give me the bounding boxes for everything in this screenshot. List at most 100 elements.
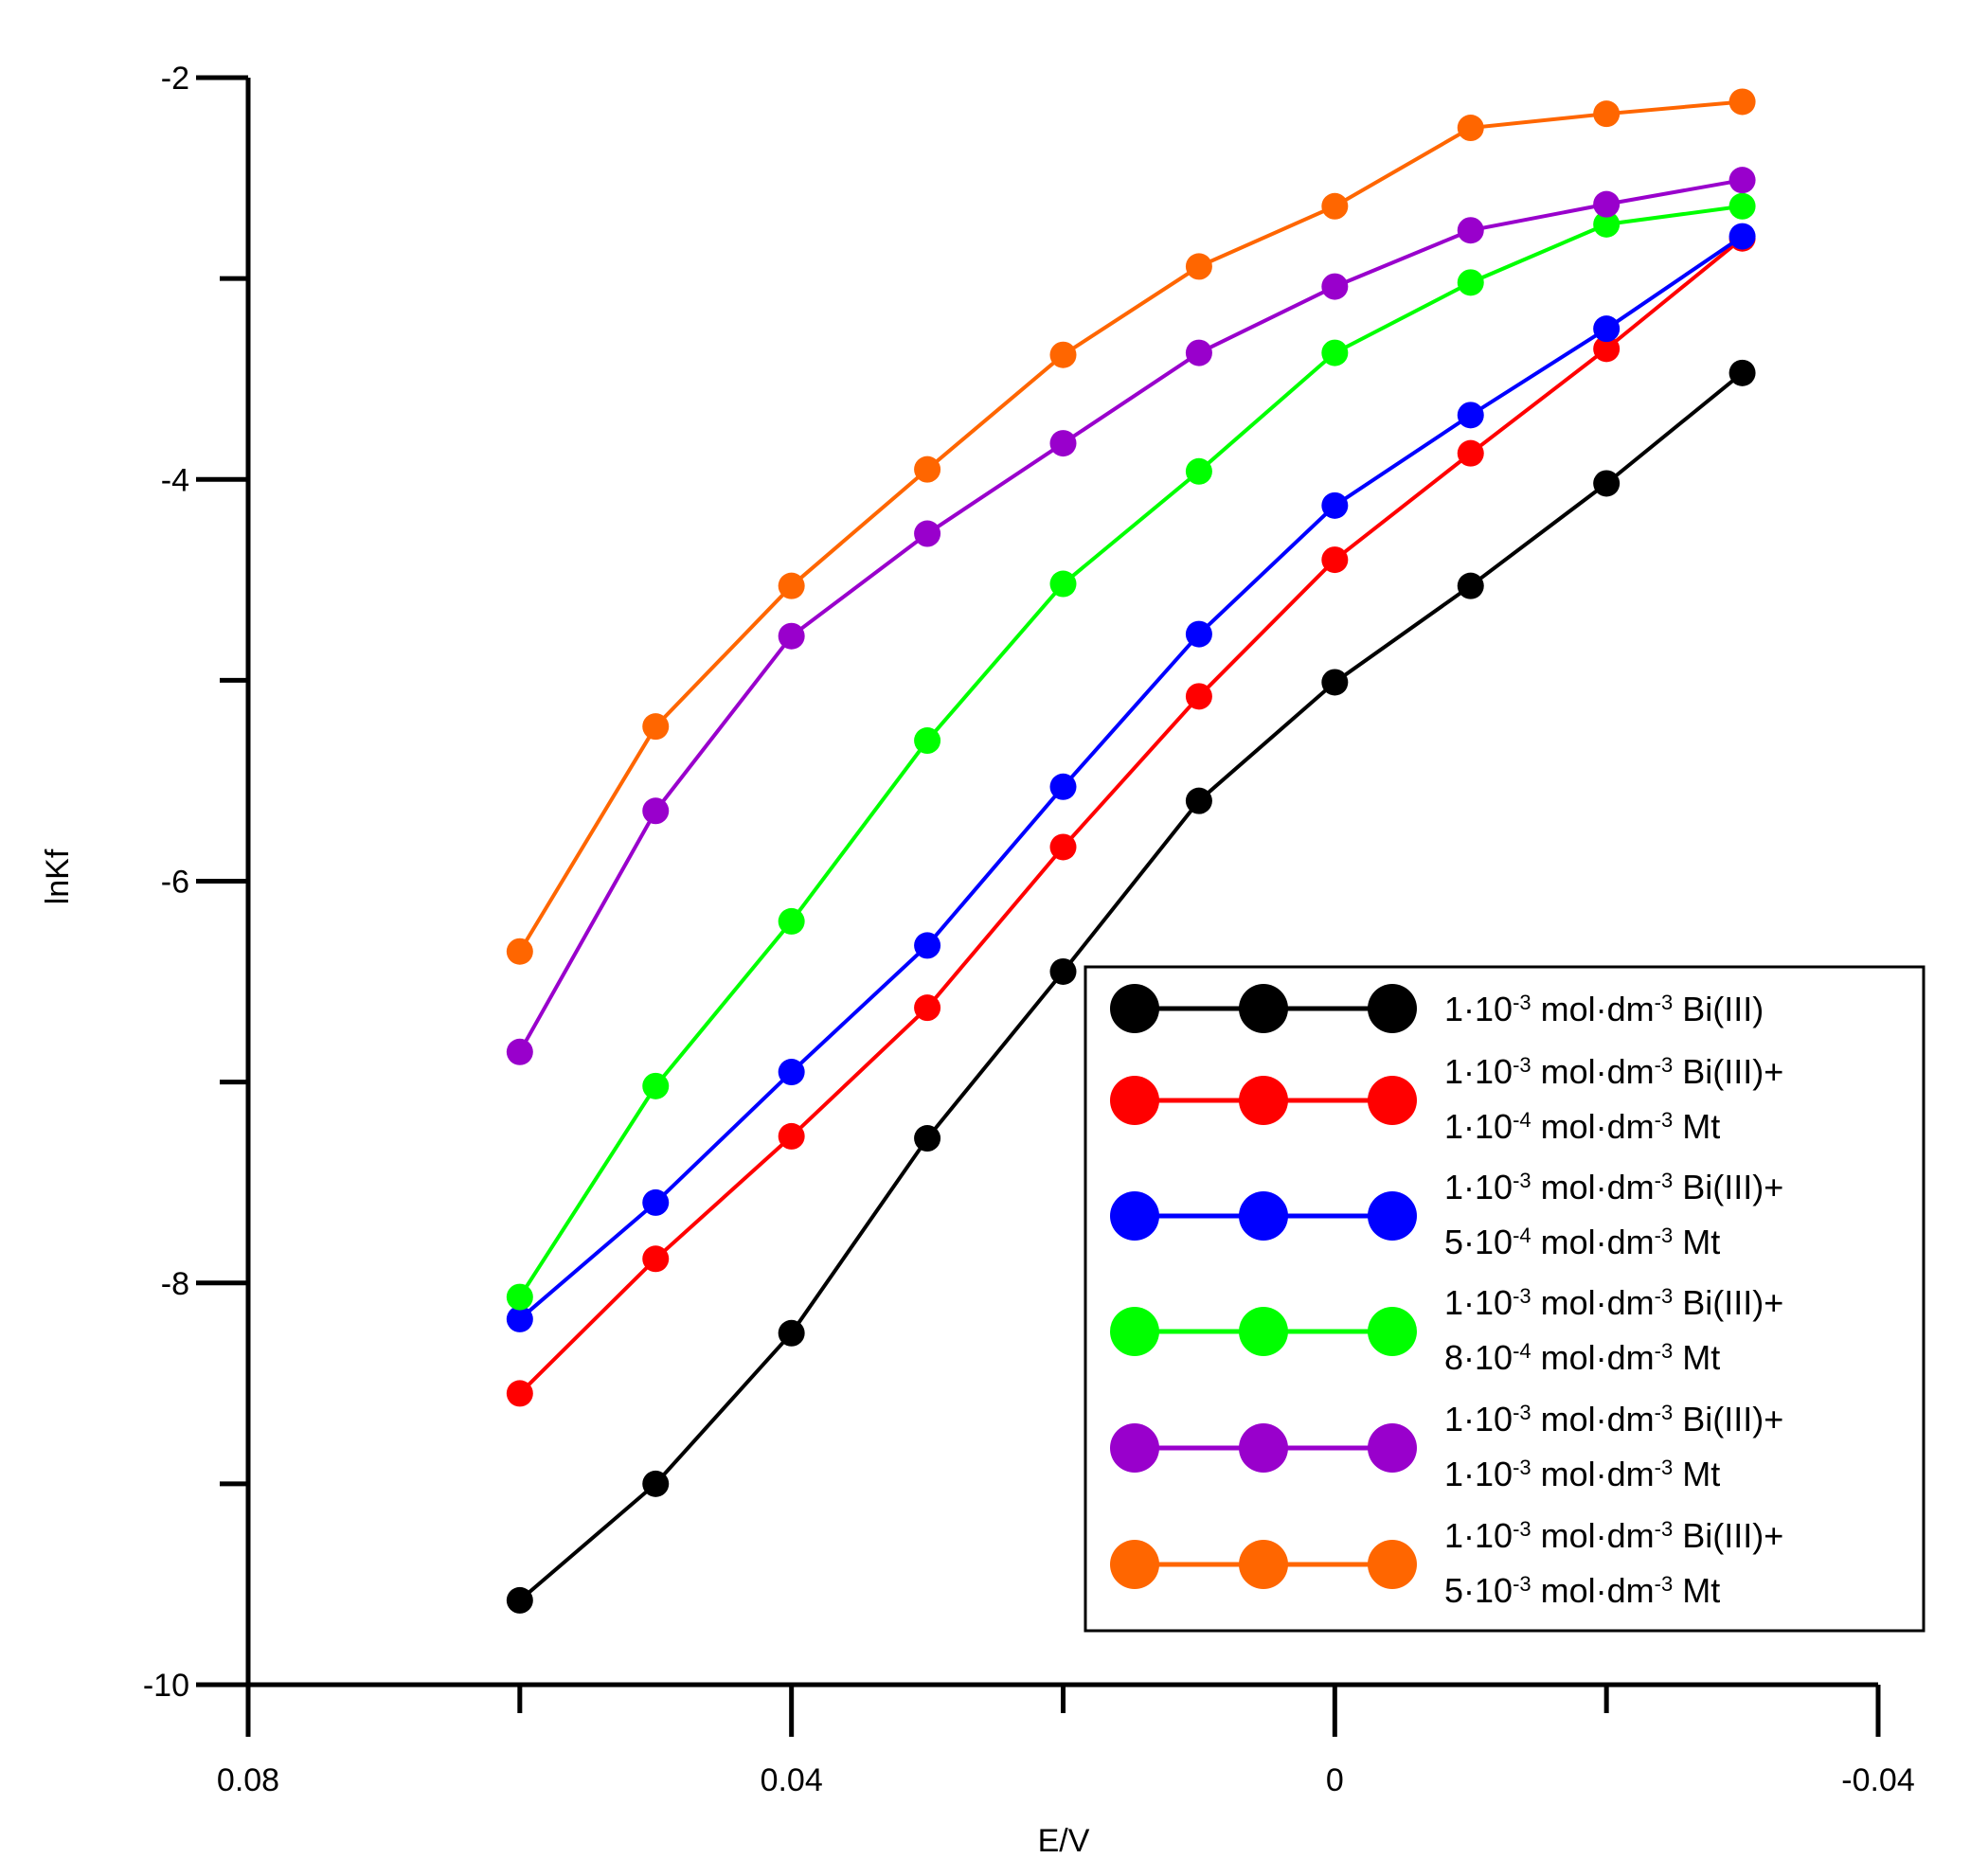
- legend-superscript: -3: [1655, 1053, 1674, 1077]
- data-point: [506, 1380, 533, 1407]
- legend-superscript: -3: [1655, 991, 1674, 1014]
- legend-text-part: mol·dm: [1531, 1400, 1655, 1438]
- legend-text-part: Mt: [1673, 1571, 1720, 1610]
- legend-superscript: -4: [1513, 1108, 1531, 1132]
- data-point: [1321, 669, 1349, 696]
- legend-swatch-marker: [1110, 984, 1159, 1033]
- data-point: [642, 1072, 670, 1099]
- series-6: [506, 88, 1756, 965]
- data-point: [1457, 402, 1484, 429]
- legend-text-part: 5·10: [1444, 1571, 1513, 1610]
- data-point: [914, 1125, 941, 1152]
- x-tick-label: 0.04: [761, 1762, 823, 1798]
- legend-superscript: -3: [1513, 991, 1531, 1014]
- y-axis-title: lnKf: [40, 849, 76, 904]
- legend-label-line: 1·10-3 mol·dm-3 Bi(III)+: [1444, 1400, 1783, 1438]
- data-point: [914, 994, 941, 1022]
- data-point: [1185, 253, 1212, 280]
- data-point: [914, 932, 941, 959]
- series-layer: [506, 88, 1756, 1614]
- data-point: [778, 1319, 805, 1347]
- data-point: [1321, 273, 1349, 300]
- data-point: [1728, 88, 1756, 116]
- series-line: [518, 204, 1743, 1298]
- legend-text-part: 1·10: [1444, 1283, 1513, 1322]
- series-3: [506, 223, 1756, 1332]
- data-point: [642, 797, 670, 825]
- series-1: [506, 359, 1756, 1614]
- data-point: [914, 520, 941, 547]
- legend-swatch-marker: [1368, 1540, 1417, 1589]
- legend-text-part: Bi(III)+: [1673, 1283, 1783, 1322]
- legend-swatch-marker: [1239, 1540, 1288, 1589]
- data-point: [778, 1059, 805, 1086]
- x-tick-label: 0: [1326, 1762, 1344, 1798]
- data-point: [1593, 315, 1621, 343]
- data-point: [778, 572, 805, 599]
- y-tick-label: -10: [143, 1668, 189, 1704]
- data-point: [642, 1188, 670, 1216]
- data-point: [1457, 439, 1484, 467]
- legend-text-part: Bi(III)+: [1673, 1400, 1783, 1438]
- series-line: [518, 237, 1744, 1395]
- legend-text-part: mol·dm: [1531, 1223, 1655, 1261]
- data-point: [1593, 190, 1621, 218]
- x-axis-title: E/V: [1038, 1823, 1090, 1859]
- data-point: [1457, 217, 1484, 244]
- legend-entry-3: 1·10-3 mol·dm-3 Bi(III)+5·10-4 mol·dm-3 …: [1110, 1168, 1783, 1261]
- legend-text-part: 5·10: [1444, 1223, 1513, 1261]
- legend-text-part: Bi(III)+: [1673, 1052, 1783, 1091]
- legend-label-line: 1·10-3 mol·dm-3 Mt: [1444, 1455, 1720, 1493]
- data-point: [778, 907, 805, 935]
- legend-label-line: 1·10-4 mol·dm-3 Mt: [1444, 1107, 1720, 1146]
- series-4: [506, 192, 1756, 1311]
- legend-text-part: mol·dm: [1531, 1455, 1655, 1493]
- legend-superscript: -3: [1655, 1517, 1674, 1541]
- legend-text-part: Bi(III)+: [1673, 1168, 1783, 1206]
- legend-superscript: -3: [1513, 1053, 1531, 1077]
- data-point: [1593, 470, 1621, 497]
- data-point: [506, 1586, 533, 1614]
- series-5: [506, 167, 1756, 1065]
- legend-entry-1: 1·10-3 mol·dm-3 Bi(III): [1110, 984, 1764, 1033]
- legend-superscript: -3: [1655, 1339, 1674, 1363]
- y-tick-label: -6: [161, 865, 189, 901]
- data-point: [1049, 833, 1077, 861]
- legend-entry-5: 1·10-3 mol·dm-3 Bi(III)+ 1·10-3 mol·dm-3 …: [1110, 1400, 1783, 1493]
- series-line: [518, 371, 1744, 1602]
- data-point: [1185, 620, 1212, 648]
- data-point: [1049, 957, 1077, 985]
- legend-text-part: 1·10: [1444, 990, 1513, 1028]
- legend-text-part: mol·dm: [1531, 1107, 1655, 1146]
- legend-superscript: -3: [1655, 1224, 1674, 1247]
- series-line: [518, 178, 1743, 1053]
- legend-text-part: Mt: [1673, 1223, 1720, 1261]
- data-point: [642, 713, 670, 741]
- legend-swatch-marker: [1110, 1076, 1159, 1125]
- legend-text-part: 1·10: [1444, 1168, 1513, 1206]
- y-tick-label: -4: [161, 462, 189, 498]
- data-point: [506, 938, 533, 965]
- legend-swatch-marker: [1239, 1076, 1288, 1125]
- legend-text-part: 1·10: [1444, 1516, 1513, 1555]
- legend-swatch-marker: [1368, 1423, 1417, 1473]
- legend-text-part: mol·dm: [1531, 1338, 1655, 1377]
- data-point: [1049, 773, 1077, 800]
- legend-swatch-marker: [1110, 1307, 1159, 1356]
- x-tick-label: -0.04: [1841, 1762, 1915, 1798]
- data-point: [642, 1245, 670, 1273]
- legend-box: [1084, 965, 1925, 1633]
- legend-text-part: mol·dm: [1531, 1283, 1655, 1322]
- series-line: [518, 99, 1743, 953]
- legend-superscript: -3: [1513, 1517, 1531, 1541]
- data-point: [1321, 339, 1349, 366]
- legend-text-part: mol·dm: [1531, 1516, 1655, 1555]
- data-point: [914, 456, 941, 483]
- y-tick-label: -8: [161, 1266, 189, 1302]
- data-point: [778, 622, 805, 650]
- data-point: [1049, 570, 1077, 598]
- x-tick-label: 0.08: [217, 1762, 279, 1798]
- legend-superscript: -4: [1513, 1339, 1531, 1363]
- legend-text-part: Bi(III)+: [1673, 1516, 1783, 1555]
